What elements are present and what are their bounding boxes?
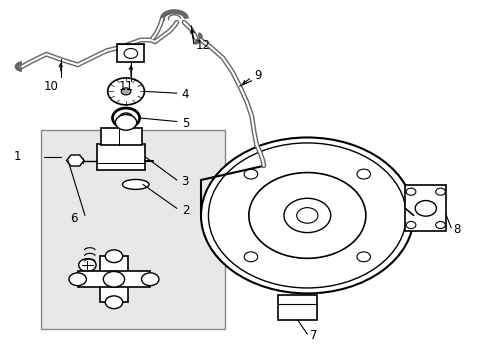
Circle shape xyxy=(356,169,370,179)
Circle shape xyxy=(435,221,445,229)
Circle shape xyxy=(406,221,415,229)
Text: 4: 4 xyxy=(181,89,189,102)
Circle shape xyxy=(112,108,139,128)
Text: 7: 7 xyxy=(309,329,317,342)
Text: 1: 1 xyxy=(14,150,21,163)
Text: 6: 6 xyxy=(70,212,78,225)
Text: 11: 11 xyxy=(118,80,133,93)
Circle shape xyxy=(248,172,365,258)
Bar xyxy=(100,256,127,302)
Circle shape xyxy=(356,252,370,262)
Ellipse shape xyxy=(122,180,149,189)
Text: 2: 2 xyxy=(181,204,189,217)
Circle shape xyxy=(141,273,159,285)
Circle shape xyxy=(103,271,124,287)
Circle shape xyxy=(79,259,96,271)
Bar xyxy=(405,185,446,231)
Circle shape xyxy=(406,188,415,195)
Circle shape xyxy=(244,252,257,262)
Text: 9: 9 xyxy=(254,69,261,82)
Circle shape xyxy=(201,138,413,293)
Circle shape xyxy=(115,114,137,130)
Circle shape xyxy=(208,143,406,288)
Bar xyxy=(41,130,224,329)
Circle shape xyxy=(69,273,86,285)
Bar xyxy=(101,128,142,145)
Circle shape xyxy=(435,188,445,195)
Text: 8: 8 xyxy=(453,223,460,236)
Circle shape xyxy=(244,169,257,179)
Text: 10: 10 xyxy=(43,80,59,93)
Text: 3: 3 xyxy=(181,175,189,188)
Circle shape xyxy=(296,208,317,223)
Circle shape xyxy=(107,78,144,105)
Text: 12: 12 xyxy=(196,39,211,52)
Bar xyxy=(97,144,145,170)
Circle shape xyxy=(414,201,435,216)
Circle shape xyxy=(124,49,138,58)
Bar xyxy=(117,44,144,62)
Circle shape xyxy=(284,198,330,233)
Circle shape xyxy=(119,113,133,123)
Text: 5: 5 xyxy=(181,117,189,130)
Bar xyxy=(278,295,316,320)
Circle shape xyxy=(121,88,131,95)
Bar xyxy=(78,271,150,287)
Circle shape xyxy=(105,296,122,309)
Circle shape xyxy=(105,250,122,262)
